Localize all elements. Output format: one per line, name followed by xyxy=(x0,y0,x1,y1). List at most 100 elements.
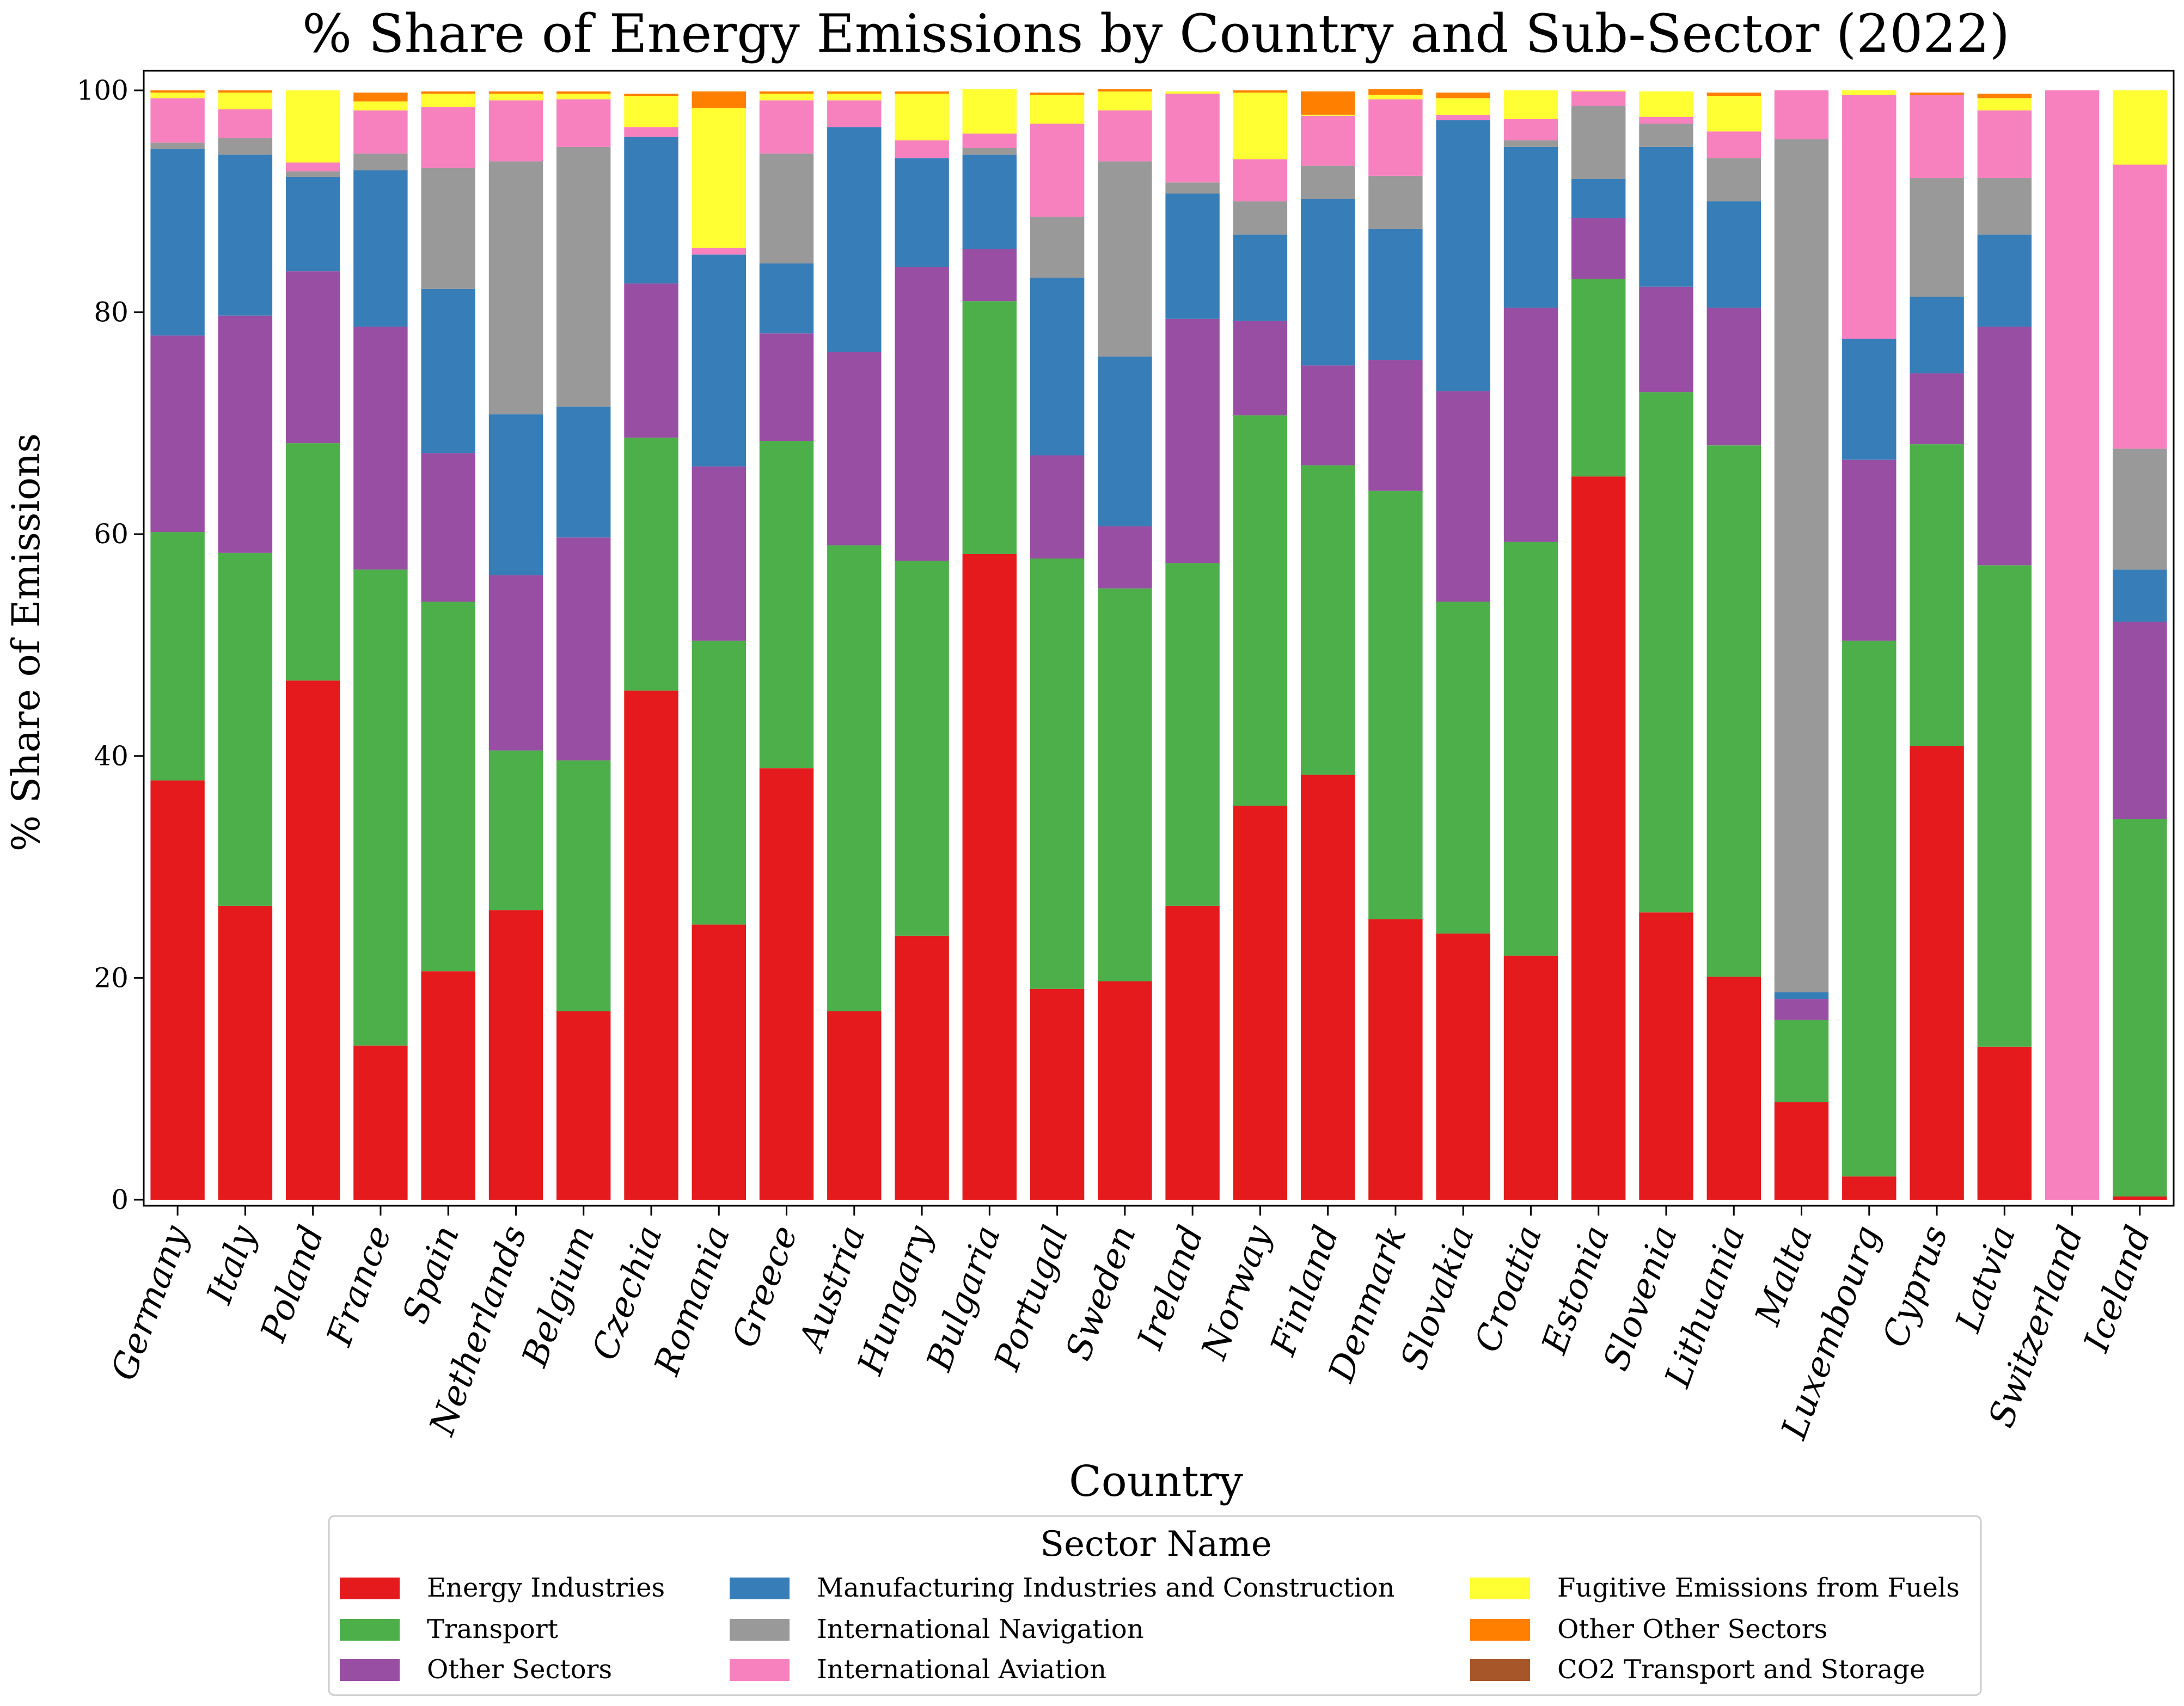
bar-belgium-manufacturing-industries-and-construction xyxy=(556,406,611,538)
bar-netherlands-transport xyxy=(488,750,543,911)
legend-label-transport: Transport xyxy=(427,1614,558,1644)
legend-frame xyxy=(328,1515,1982,1696)
bar-ireland-fugitive-emissions-from-fuels xyxy=(1165,91,1220,94)
bar-malta-international-aviation xyxy=(1774,90,1829,139)
bar-portugal-other-other-sectors xyxy=(1030,93,1085,95)
bar-estonia-manufacturing-industries-and-construction xyxy=(1571,179,1626,218)
bar-austria-other-sectors xyxy=(827,352,882,545)
bar-croatia-international-navigation xyxy=(1503,140,1558,147)
bar-sweden-energy-industries xyxy=(1098,981,1152,1200)
x-axis-label: Country xyxy=(1069,1457,1243,1506)
bar-norway-international-aviation xyxy=(1233,159,1288,201)
bar-norway-other-other-sectors xyxy=(1233,90,1288,93)
bar-italy-international-navigation xyxy=(218,138,273,155)
y-tick-label: 40 xyxy=(94,740,129,772)
legend-swatch-other-other-sectors xyxy=(1470,1619,1530,1641)
bar-france-energy-industries xyxy=(353,1045,408,1200)
bar-ireland-manufacturing-industries-and-construction xyxy=(1165,193,1220,319)
bar-finland-other-sectors xyxy=(1301,365,1355,465)
bar-lithuania-energy-industries xyxy=(1706,977,1761,1200)
bar-denmark-transport xyxy=(1368,490,1423,919)
x-tick-label-malta: Malta xyxy=(1747,1220,1820,1331)
bar-latvia-other-sectors xyxy=(1977,327,2032,566)
bar-germany-international-navigation xyxy=(150,142,205,149)
bar-hungary-fugitive-emissions-from-fuels xyxy=(895,94,949,140)
legend-label-international-navigation: International Navigation xyxy=(817,1614,1144,1644)
bar-netherlands-fugitive-emissions-from-fuels xyxy=(488,94,543,101)
legend-swatch-transport xyxy=(340,1619,400,1641)
x-tick-label-germany: Germany xyxy=(103,1220,197,1385)
bar-latvia-international-aviation xyxy=(1977,110,2032,178)
legend-swatch-other-sectors xyxy=(340,1659,400,1681)
bar-sweden-transport xyxy=(1098,588,1152,981)
bar-austria-transport xyxy=(827,545,882,1011)
bar-cyprus-transport xyxy=(1910,444,1964,746)
bar-denmark-other-other-sectors xyxy=(1368,89,1423,95)
bar-germany-transport xyxy=(150,532,205,781)
x-tick-label-poland: Poland xyxy=(253,1220,332,1347)
bar-netherlands-manufacturing-industries-and-construction xyxy=(488,414,543,575)
bar-romania-other-sectors xyxy=(692,466,746,641)
bar-italy-energy-industries xyxy=(218,905,273,1200)
bar-denmark-fugitive-emissions-from-fuels xyxy=(1368,95,1423,100)
bar-switzerland-international-aviation xyxy=(2045,90,2100,1200)
bar-netherlands-international-navigation xyxy=(488,161,543,415)
bar-norway-other-sectors xyxy=(1233,321,1288,416)
bar-spain-international-navigation xyxy=(421,168,475,289)
bar-norway-international-navigation xyxy=(1233,201,1288,235)
bar-hungary-manufacturing-industries-and-construction xyxy=(895,158,949,267)
bar-iceland-fugitive-emissions-from-fuels xyxy=(2113,90,2167,165)
bar-belgium-international-aviation xyxy=(556,99,611,147)
bar-hungary-other-sectors xyxy=(895,267,949,561)
bar-france-other-sectors xyxy=(353,327,408,570)
bar-austria-energy-industries xyxy=(827,1011,882,1200)
bar-croatia-other-sectors xyxy=(1503,308,1558,542)
bar-slovenia-transport xyxy=(1639,392,1693,913)
bar-poland-other-sectors xyxy=(286,271,340,444)
bar-spain-manufacturing-industries-and-construction xyxy=(421,289,475,453)
bar-portugal-energy-industries xyxy=(1030,989,1085,1200)
bar-hungary-transport xyxy=(895,561,949,936)
x-axis: Germany ItalyPolandFranceSpainNetherlands… xyxy=(103,1206,2159,1445)
legend-items: Energy Industries Transport Other Sectors M… xyxy=(340,1573,1960,1685)
x-tick-label-france: France xyxy=(319,1220,400,1352)
bar-cyprus-manufacturing-industries-and-construction xyxy=(1910,297,1964,373)
bar-greece-transport xyxy=(759,441,814,769)
bar-malta-international-navigation xyxy=(1774,139,1829,992)
bar-poland-international-aviation xyxy=(286,162,340,171)
bar-poland-manufacturing-industries-and-construction xyxy=(286,177,340,272)
bar-iceland-international-aviation xyxy=(2113,164,2167,449)
bar-bulgaria-fugitive-emissions-from-fuels xyxy=(962,89,1017,134)
x-tick-label-italy: Italy xyxy=(199,1220,265,1309)
bar-finland-energy-industries xyxy=(1301,775,1355,1200)
bar-luxembourg-manufacturing-industries-and-construction xyxy=(1842,339,1897,460)
bar-denmark-international-aviation xyxy=(1368,99,1423,176)
bar-czechia-fugitive-emissions-from-fuels xyxy=(624,96,678,127)
bar-romania-other-other-sectors xyxy=(692,91,746,108)
bar-ireland-other-sectors xyxy=(1165,318,1220,563)
bar-cyprus-international-navigation xyxy=(1910,178,1964,297)
bar-ireland-international-aviation xyxy=(1165,94,1220,183)
bars-layer xyxy=(150,89,2167,1200)
bar-latvia-international-navigation xyxy=(1977,178,2032,235)
bar-denmark-other-sectors xyxy=(1368,360,1423,491)
bar-germany-other-other-sectors xyxy=(150,90,205,93)
bar-iceland-international-navigation xyxy=(2113,449,2167,570)
bar-austria-international-aviation xyxy=(827,100,882,127)
bar-estonia-energy-industries xyxy=(1571,476,1626,1200)
bar-estonia-transport xyxy=(1571,279,1626,477)
bar-bulgaria-manufacturing-industries-and-construction xyxy=(962,155,1017,249)
bar-latvia-manufacturing-industries-and-construction xyxy=(1977,234,2032,327)
legend-swatch-energy-industries xyxy=(340,1578,400,1599)
bar-cyprus-other-other-sectors xyxy=(1910,93,1964,95)
bar-iceland-manufacturing-industries-and-construction xyxy=(2113,569,2167,622)
bar-lithuania-other-other-sectors xyxy=(1706,93,1761,96)
bar-slovakia-energy-industries xyxy=(1436,933,1490,1200)
bar-cyprus-energy-industries xyxy=(1910,746,1964,1200)
bar-portugal-manufacturing-industries-and-construction xyxy=(1030,278,1085,456)
y-tick-label: 0 xyxy=(111,1184,129,1216)
legend-swatch-manufacturing-industries-and-construction xyxy=(730,1578,790,1599)
bar-poland-fugitive-emissions-from-fuels xyxy=(286,90,340,163)
bar-greece-international-navigation xyxy=(759,154,814,263)
bar-portugal-international-navigation xyxy=(1030,217,1085,278)
